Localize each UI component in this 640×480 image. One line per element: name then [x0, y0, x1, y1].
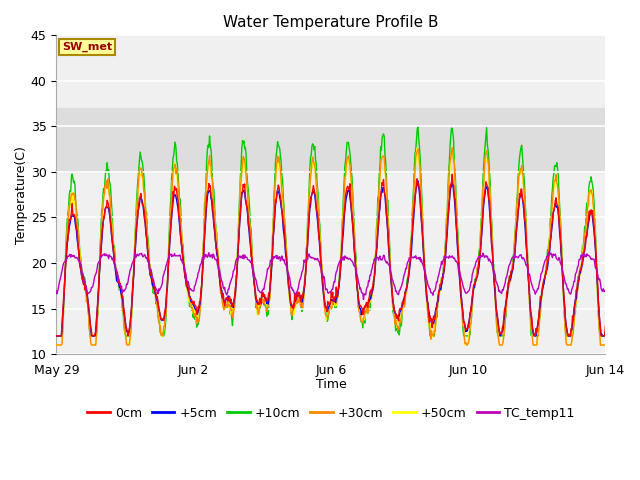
Text: SW_met: SW_met [62, 42, 112, 52]
Title: Water Temperature Profile B: Water Temperature Profile B [223, 15, 438, 30]
X-axis label: Time: Time [316, 378, 346, 391]
Legend: 0cm, +5cm, +10cm, +30cm, +50cm, TC_temp11: 0cm, +5cm, +10cm, +30cm, +50cm, TC_temp1… [83, 402, 580, 425]
Y-axis label: Temperature(C): Temperature(C) [15, 146, 28, 244]
Bar [56, 108, 605, 172]
